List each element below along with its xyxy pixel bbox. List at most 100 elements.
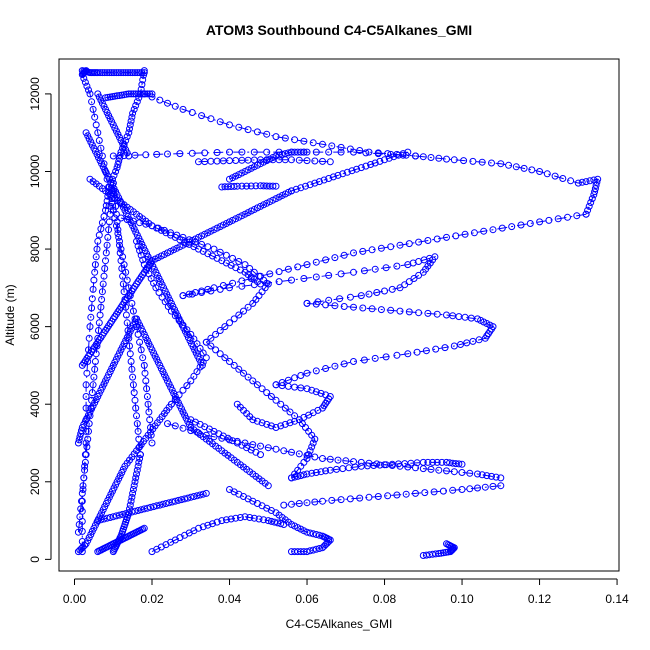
data-point	[78, 497, 85, 505]
data-point	[517, 221, 525, 229]
data-point	[129, 486, 137, 493]
data-point	[264, 517, 272, 525]
data-point	[95, 327, 102, 334]
series-line	[112, 183, 141, 455]
data-point	[350, 268, 357, 276]
data-point	[115, 233, 123, 241]
data-point	[238, 277, 246, 285]
data-point	[288, 474, 295, 482]
data-point	[147, 503, 154, 511]
series-line	[167, 423, 501, 479]
data-point	[371, 265, 379, 273]
data-point	[142, 151, 150, 159]
data-point	[129, 373, 137, 381]
data-point	[168, 498, 176, 506]
data-point	[257, 442, 264, 450]
y-tick-label: 6000	[28, 313, 42, 340]
data-point	[291, 412, 299, 420]
data-point	[212, 330, 220, 338]
data-point	[489, 482, 497, 490]
data-point	[520, 164, 528, 172]
data-point	[396, 241, 404, 249]
data-point	[122, 303, 130, 311]
data-point	[497, 482, 505, 490]
data-point	[357, 164, 365, 172]
data-point	[249, 299, 257, 307]
data-point	[390, 153, 398, 161]
data-point	[165, 499, 173, 507]
data-point	[422, 347, 430, 355]
data-point	[109, 179, 117, 187]
data-point	[129, 381, 137, 389]
data-point	[153, 502, 161, 510]
data-point	[96, 311, 104, 319]
data-point	[140, 524, 148, 532]
data-point	[103, 514, 111, 522]
data-point	[281, 150, 289, 158]
data-point	[387, 306, 395, 314]
data-point	[466, 469, 474, 477]
data-point	[222, 251, 230, 259]
data-point	[322, 365, 330, 372]
data-point	[435, 154, 443, 162]
data-point	[109, 548, 117, 556]
data-point	[179, 105, 187, 113]
series-37	[187, 416, 264, 459]
series-33	[74, 179, 117, 536]
data-point	[536, 168, 544, 175]
data-point	[134, 427, 142, 435]
data-point	[337, 270, 345, 278]
data-point	[295, 156, 303, 164]
data-point	[315, 531, 323, 539]
data-point	[272, 133, 280, 141]
data-point	[112, 210, 120, 218]
data-point	[86, 323, 94, 331]
data-point	[218, 517, 226, 525]
data-point	[130, 105, 138, 113]
data-point	[278, 150, 286, 158]
data-point	[475, 336, 483, 344]
data-point	[83, 443, 91, 451]
data-point	[461, 230, 469, 238]
data-point	[133, 466, 141, 474]
series-8	[179, 210, 590, 300]
data-point	[255, 292, 263, 300]
data-point	[297, 372, 305, 379]
data-point	[141, 369, 149, 377]
data-point	[112, 202, 120, 210]
data-point	[133, 412, 140, 420]
data-point	[306, 181, 314, 189]
data-point	[450, 156, 458, 164]
data-point	[171, 497, 179, 505]
data-point	[308, 469, 316, 477]
data-point	[247, 182, 255, 190]
data-point	[112, 512, 120, 520]
data-point	[536, 218, 544, 226]
data-point	[385, 154, 393, 162]
data-point	[88, 396, 96, 404]
data-point	[578, 178, 586, 186]
data-point	[281, 420, 289, 428]
data-point	[86, 412, 94, 420]
data-point	[275, 268, 283, 276]
data-point	[478, 158, 486, 166]
data-point	[367, 161, 375, 168]
data-point	[312, 367, 320, 375]
data-point	[80, 474, 88, 482]
data-point	[311, 453, 319, 461]
data-point	[437, 549, 445, 557]
data-point	[362, 149, 370, 157]
data-point	[86, 90, 94, 98]
data-point	[302, 424, 309, 431]
data-point	[207, 287, 215, 295]
data-point	[481, 334, 489, 342]
data-point	[92, 121, 100, 129]
data-point	[235, 123, 243, 131]
data-point	[280, 501, 288, 509]
data-point	[78, 489, 86, 497]
data-point	[81, 466, 89, 474]
data-point	[104, 93, 112, 101]
data-point	[238, 148, 246, 156]
data-point	[99, 280, 107, 288]
data-point	[497, 160, 505, 168]
